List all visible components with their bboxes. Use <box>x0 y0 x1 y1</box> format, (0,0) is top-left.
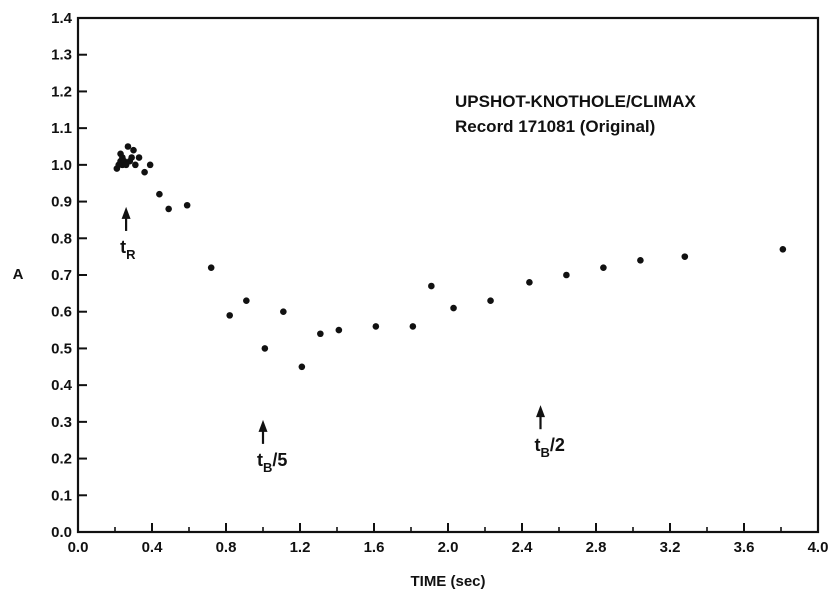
y-tick-label: 1.3 <box>51 47 72 64</box>
data-point <box>261 345 269 352</box>
data-point <box>165 205 172 213</box>
record-title-line-1: UPSHOT-KNOTHOLE/CLIMAX <box>455 92 696 111</box>
axes-layer: 0.0 0.4 0.8 1.2 1.6 2.0 2.4 2.8 3.2 3.6 4.0 0.0 0.1 0… <box>51 10 828 556</box>
data-point <box>563 271 570 279</box>
x-axis-title: TIME (sec) <box>410 573 485 590</box>
data-point <box>372 323 380 330</box>
data-point <box>156 190 163 198</box>
y-tick-label: 1.2 <box>51 83 72 100</box>
x-tick-label: 1.2 <box>290 539 311 556</box>
data-point <box>487 297 494 305</box>
data-point <box>526 279 533 286</box>
x-tick-label: 1.6 <box>364 539 385 556</box>
y-tick-label: 0.9 <box>51 194 72 211</box>
data-point <box>135 154 143 161</box>
y-tick-label: 1.0 <box>51 157 72 174</box>
y-tick-label: 0.3 <box>51 414 72 431</box>
data-point <box>146 161 154 169</box>
x-tick-label: 4.0 <box>808 539 829 556</box>
y-tick-label: 0.4 <box>51 377 73 394</box>
data-point <box>779 246 787 253</box>
y-tick-label: 0.0 <box>51 524 72 541</box>
data-point <box>637 257 644 264</box>
data-point <box>132 161 139 169</box>
x-tick-label: 3.6 <box>734 539 755 556</box>
y-tick-label: 0.8 <box>51 230 72 247</box>
data-point <box>335 326 343 334</box>
data-point <box>141 168 148 176</box>
y-tick-label: 0.1 <box>51 487 72 504</box>
y-tick-label: 0.2 <box>51 451 72 468</box>
data-point <box>207 264 215 271</box>
data-point <box>128 154 135 161</box>
points-layer <box>113 143 787 371</box>
annotation-arrow-head <box>258 419 268 432</box>
data-point <box>226 312 233 319</box>
data-point <box>428 282 435 290</box>
data-point <box>124 143 132 150</box>
data-point <box>183 201 191 209</box>
x-tick-label: 0.0 <box>68 539 89 556</box>
annotation-arrow-head <box>121 206 131 219</box>
annotation-label: tB/5 <box>257 450 287 475</box>
x-tick-label: 0.4 <box>142 539 164 556</box>
data-point <box>317 330 324 338</box>
y-tick-label: 1.4 <box>51 10 73 27</box>
annotation-arrow-head <box>536 405 545 418</box>
y-axis-title: A <box>13 266 24 283</box>
data-point <box>450 304 457 312</box>
data-point <box>280 308 287 316</box>
y-tick-label: 0.7 <box>51 267 72 284</box>
data-point <box>600 264 607 271</box>
x-tick-label: 2.0 <box>438 539 459 556</box>
y-tick-label: 0.6 <box>51 304 72 321</box>
data-point <box>243 297 250 305</box>
annotation-label: tR <box>120 237 136 262</box>
x-tick-label: 2.4 <box>512 539 534 556</box>
annotation-layer: tR tB/5 tB/2 <box>120 206 565 475</box>
y-tick-label: 0.5 <box>51 340 72 357</box>
data-point <box>681 253 689 260</box>
x-tick-label: 0.8 <box>216 539 237 556</box>
annotation-label: tB/2 <box>535 435 565 460</box>
x-tick-label: 2.8 <box>586 539 607 556</box>
record-title-line-2: Record 171081 (Original) <box>455 117 655 136</box>
data-point <box>130 146 137 154</box>
plot-frame <box>76 16 820 534</box>
data-point <box>298 363 306 371</box>
x-tick-label: 3.2 <box>660 539 681 556</box>
data-point <box>409 323 417 330</box>
y-tick-label: 1.1 <box>51 120 72 137</box>
